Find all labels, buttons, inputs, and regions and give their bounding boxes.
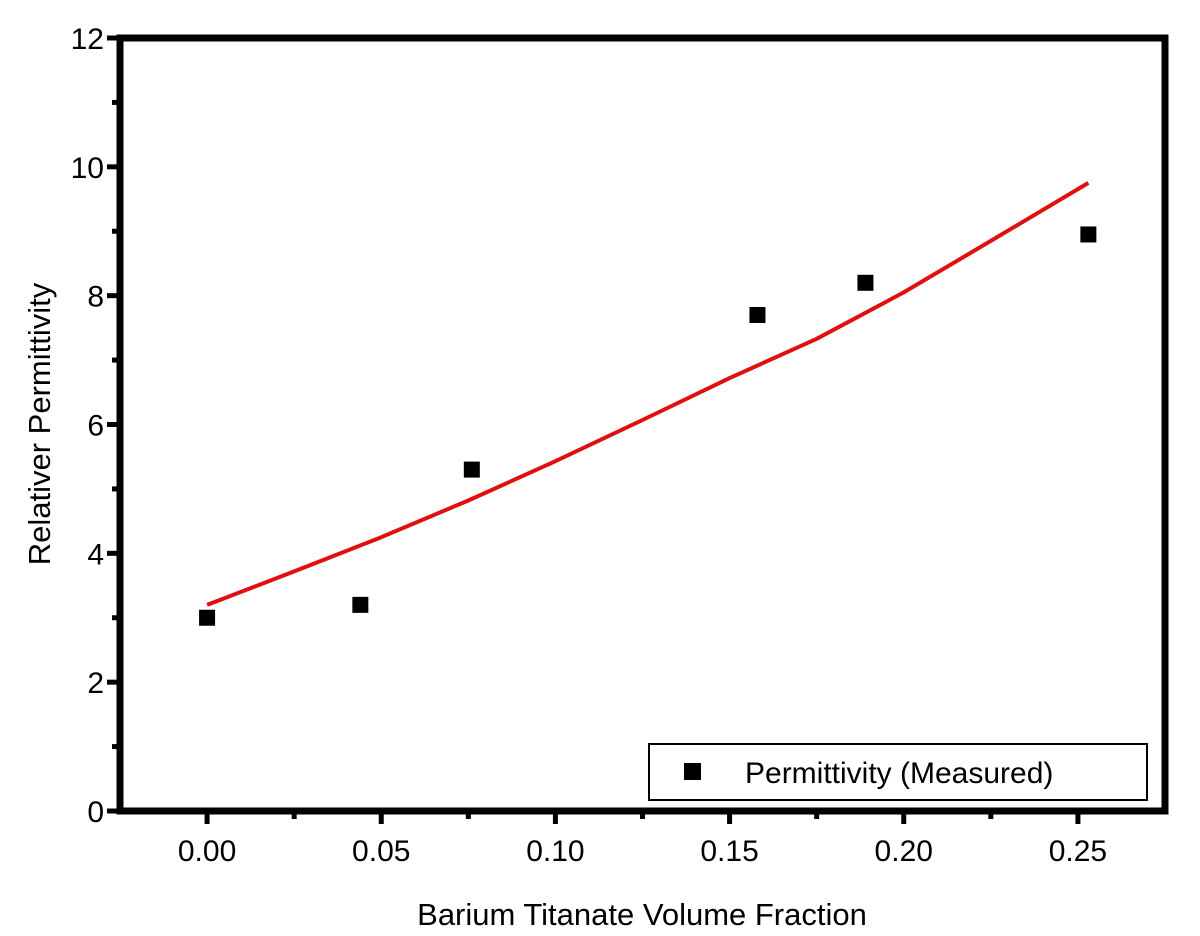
fit-line	[206, 181, 1090, 607]
fit-line-layer	[206, 181, 1090, 607]
x-tick-label-1: 0.05	[352, 835, 410, 868]
y-tick-label-1: 2	[87, 667, 104, 700]
y-axis-label: Relativer Permittivity	[22, 282, 57, 565]
y-tick-label-5: 10	[71, 152, 104, 185]
data-point-4	[857, 274, 874, 291]
y-tick-label-4: 8	[87, 281, 104, 314]
legend-marker-square	[684, 763, 701, 780]
x-tick-labels: 0.00 0.05 0.10 0.15 0.20 0.25	[178, 835, 1107, 868]
scatter-points-layer	[199, 226, 1097, 626]
data-point-1	[352, 596, 369, 613]
data-point-5	[1080, 226, 1097, 243]
x-tick-label-5: 0.25	[1049, 835, 1107, 868]
data-point-2	[463, 461, 480, 478]
legend-box	[648, 743, 1148, 801]
y-tick-label-6: 12	[71, 23, 104, 56]
data-point-0	[199, 609, 216, 626]
y-tick-labels: 0 2 4 6 8 10 12	[71, 23, 104, 829]
legend: Permittivity (Measured)	[648, 743, 1148, 801]
y-tick-label-2: 4	[87, 538, 104, 571]
y-tick-label-3: 6	[87, 410, 104, 443]
x-tick-label-2: 0.10	[526, 835, 584, 868]
legend-label-measured: Permittivity (Measured)	[745, 757, 1053, 790]
x-tick-label-4: 0.20	[875, 835, 933, 868]
x-tick-label-3: 0.15	[700, 835, 758, 868]
data-point-3	[749, 306, 766, 323]
y-tick-label-0: 0	[87, 796, 104, 829]
x-axis-label: Barium Titanate Volume Fraction	[417, 897, 867, 932]
plot-frame	[116, 34, 1169, 815]
x-tick-label-0: 0.00	[178, 835, 236, 868]
